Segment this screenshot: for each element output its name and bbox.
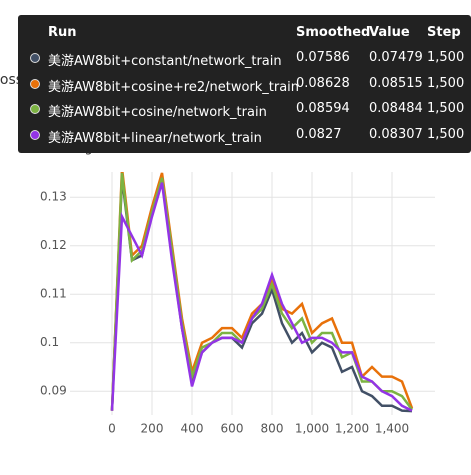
- legend-dot: [30, 129, 40, 140]
- cell: 0.0827: [296, 126, 342, 142]
- y-tick-label: 0.09: [40, 384, 67, 398]
- x-tick-label: 1,400: [375, 422, 409, 436]
- x-tick-label: 800: [261, 422, 284, 436]
- legend-dot: [30, 78, 40, 89]
- cell: 0.07586: [296, 50, 350, 65]
- cell: 0.08484: [369, 101, 423, 116]
- y-tick-label: 0.1: [40, 335, 59, 349]
- cell: 1,500: [427, 126, 465, 142]
- legend-dot: [30, 53, 40, 63]
- cell: 1,500: [427, 50, 465, 65]
- cell: 1,500: [427, 101, 465, 116]
- x-tick-label: 1,000: [295, 422, 329, 436]
- cell: 0.08515: [369, 75, 423, 91]
- line-series: [110, 172, 414, 411]
- cell: 美游AW8bit+linear/network_train: [48, 130, 262, 146]
- column-header: Value: [369, 25, 410, 40]
- cell: 美游AW8bit+constant/network_train: [48, 54, 282, 69]
- line-series: [110, 182, 413, 412]
- cell: 0.08594: [296, 101, 350, 116]
- cell: 0.07479: [369, 50, 423, 65]
- cell: 0.08628: [296, 75, 350, 91]
- column-header: Run: [48, 25, 77, 40]
- section-title: loss: [0, 72, 23, 88]
- y-tick-label: 0.11: [40, 287, 67, 301]
- column-header: Step: [427, 25, 461, 40]
- y-tick-label: 0.12: [40, 238, 67, 252]
- x-tick-label: 600: [221, 422, 244, 436]
- x-tick-label: 1,200: [335, 422, 369, 436]
- line-series: [110, 172, 414, 411]
- cell: 美游AW8bit+cosine/network_train: [48, 105, 267, 120]
- cell: 美游AW8bit+cosine+re2/network_train: [48, 79, 300, 95]
- y-tick-label: 0.13: [40, 190, 67, 204]
- x-tick-label: 200: [141, 422, 164, 436]
- cell: 0.08307: [369, 126, 423, 142]
- x-tick-label: 400: [181, 422, 204, 436]
- tooltip: Run Smoothed Value Step 美游AW8bit+constant/ne…: [18, 15, 471, 153]
- legend-dot: [30, 104, 40, 114]
- column-header: Smoothed: [296, 25, 371, 40]
- cell: 1,500: [427, 75, 465, 91]
- x-tick-label: 0: [108, 422, 116, 436]
